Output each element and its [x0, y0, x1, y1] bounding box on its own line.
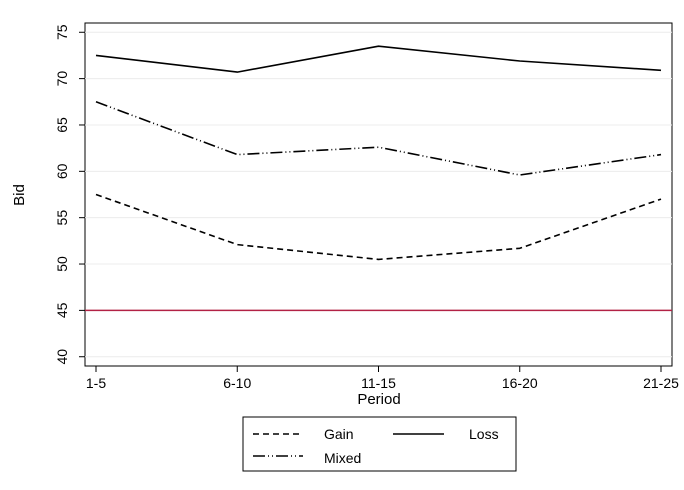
plot-frame	[84, 22, 673, 367]
y-tick-label: 65	[54, 117, 70, 133]
y-axis-title: Bid	[11, 184, 28, 206]
y-tick-label: 45	[54, 302, 70, 318]
x-axis-title: Period	[357, 391, 400, 408]
legend-label-mixed: Mixed	[324, 450, 361, 466]
legend-label-gain: Gain	[324, 426, 354, 442]
legend: Gain Loss Mixed	[242, 416, 517, 472]
x-tick-label: 16-20	[502, 375, 538, 391]
y-tick-label: 55	[54, 210, 70, 226]
series-line-gain	[95, 193, 662, 261]
y-tick-label: 70	[54, 71, 70, 87]
x-tick-label: 6-10	[223, 375, 251, 391]
legend-box	[242, 416, 517, 472]
x-tick-label: 1-5	[86, 375, 106, 391]
y-tick-label: 60	[54, 163, 70, 179]
series-line-mixed	[95, 101, 662, 176]
x-axis: 1-5 6-10 11-15 16-20 21-25	[86, 366, 679, 391]
series-line-loss	[95, 45, 662, 73]
series-lines	[95, 45, 662, 261]
legend-label-loss: Loss	[469, 426, 499, 442]
x-tick-label: 21-25	[643, 375, 679, 391]
x-tick-label: 11-15	[361, 375, 396, 391]
y-tick-label: 75	[54, 24, 70, 40]
y-tick-label: 50	[54, 256, 70, 272]
y-tick-label: 40	[54, 349, 70, 365]
y-axis: 40 45 50 55 60 65 70 75	[54, 24, 85, 365]
